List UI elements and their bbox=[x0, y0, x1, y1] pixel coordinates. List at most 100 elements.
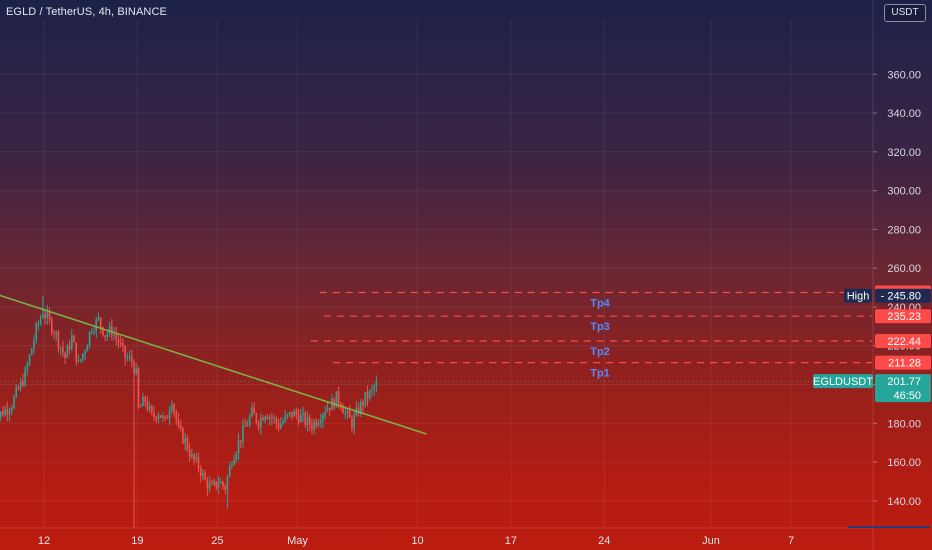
candle-body bbox=[322, 414, 324, 421]
high-marker-badge bbox=[844, 288, 872, 303]
candle bbox=[93, 325, 95, 336]
candle-body bbox=[62, 347, 64, 353]
candle-body bbox=[6, 408, 9, 414]
candle-body bbox=[117, 338, 120, 344]
candle-body bbox=[148, 406, 151, 410]
candle bbox=[39, 314, 42, 326]
candle bbox=[199, 465, 202, 483]
candle bbox=[113, 327, 115, 341]
candle bbox=[175, 409, 178, 426]
candle bbox=[253, 402, 255, 414]
candle-body bbox=[48, 312, 51, 320]
candle bbox=[360, 399, 362, 418]
candle bbox=[122, 338, 124, 352]
candle-body bbox=[279, 423, 282, 429]
candle bbox=[257, 420, 260, 432]
candle-body bbox=[360, 401, 362, 415]
candle bbox=[48, 307, 51, 324]
candle bbox=[233, 454, 235, 466]
x-tick-label: May bbox=[287, 535, 308, 547]
candle-body bbox=[299, 414, 302, 423]
candle bbox=[259, 413, 262, 435]
candle-body bbox=[157, 415, 160, 420]
candle-body bbox=[211, 483, 213, 485]
candle bbox=[166, 414, 169, 419]
candle bbox=[82, 353, 84, 363]
candle bbox=[204, 470, 207, 481]
currency-button[interactable]: USDT bbox=[884, 4, 926, 22]
candle bbox=[33, 335, 35, 354]
candle-body bbox=[288, 412, 291, 415]
candle-body bbox=[99, 317, 102, 327]
candle bbox=[313, 418, 315, 435]
candles bbox=[0, 295, 378, 528]
candle bbox=[346, 408, 349, 420]
candle bbox=[153, 406, 155, 422]
candle bbox=[44, 308, 46, 325]
candle-body bbox=[162, 416, 164, 418]
candle bbox=[17, 385, 20, 390]
candle-body bbox=[177, 420, 180, 426]
candle-body bbox=[124, 345, 126, 359]
candle-body bbox=[224, 485, 227, 490]
candle-body bbox=[222, 481, 224, 486]
candle-body bbox=[208, 483, 211, 489]
x-tick-label: 17 bbox=[505, 535, 517, 547]
candle-body bbox=[28, 354, 31, 365]
candle-body bbox=[173, 404, 175, 412]
candle-body bbox=[171, 404, 173, 412]
candle-body bbox=[235, 453, 238, 460]
candle bbox=[73, 334, 75, 343]
last-price-label: 201.77 bbox=[887, 376, 921, 388]
candle-body bbox=[22, 380, 24, 386]
candle bbox=[37, 320, 40, 331]
y-tick-label: 360.00 bbox=[887, 69, 921, 81]
candle bbox=[53, 329, 55, 340]
candle-body bbox=[70, 335, 73, 350]
candle bbox=[108, 321, 111, 337]
candle bbox=[219, 477, 222, 484]
candle-body bbox=[351, 417, 353, 429]
candle-body bbox=[46, 312, 49, 318]
candle-body bbox=[159, 415, 162, 418]
candle-body bbox=[115, 334, 118, 339]
candle bbox=[357, 402, 360, 417]
candle-body bbox=[30, 348, 33, 355]
candle bbox=[353, 410, 355, 435]
candle bbox=[215, 480, 218, 491]
candle bbox=[195, 452, 198, 463]
candle bbox=[22, 373, 24, 388]
candle bbox=[19, 378, 22, 392]
candle bbox=[55, 330, 58, 342]
candle-body bbox=[306, 417, 309, 426]
level-price-label: 222.44 bbox=[887, 336, 921, 348]
candle bbox=[273, 414, 275, 424]
candle bbox=[184, 433, 186, 451]
candle-body bbox=[304, 413, 307, 426]
candle-body bbox=[0, 411, 2, 417]
candle bbox=[133, 359, 135, 528]
candle bbox=[331, 393, 333, 411]
high-price-tag bbox=[875, 288, 931, 303]
last-price-tag bbox=[875, 374, 931, 403]
candle bbox=[193, 453, 195, 466]
candle bbox=[162, 412, 164, 423]
candle-body bbox=[357, 407, 360, 415]
candle bbox=[0, 410, 2, 421]
candle-body bbox=[291, 412, 293, 417]
candle-body bbox=[13, 396, 15, 409]
candle-body bbox=[68, 345, 71, 350]
candle-body bbox=[104, 335, 106, 337]
candle-body bbox=[19, 380, 22, 389]
candle-body bbox=[317, 423, 320, 426]
candle-body bbox=[313, 421, 315, 430]
candle-body bbox=[33, 340, 35, 349]
candle bbox=[239, 440, 242, 449]
candle-body bbox=[131, 356, 133, 363]
candle-body bbox=[102, 326, 104, 336]
candle bbox=[351, 415, 353, 433]
candle bbox=[246, 420, 249, 427]
candle-body bbox=[139, 406, 142, 408]
candle bbox=[46, 305, 49, 325]
